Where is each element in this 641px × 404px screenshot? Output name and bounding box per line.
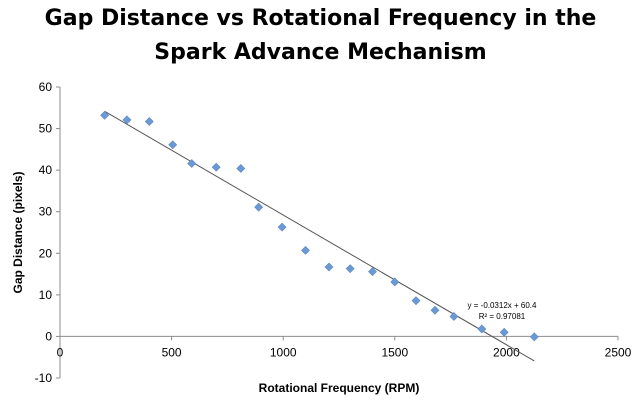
data-point [301, 245, 310, 255]
data-point [211, 162, 221, 172]
data-point [499, 327, 509, 337]
y-tick-label: 30 [39, 205, 53, 219]
data-point [122, 115, 132, 125]
data-point [430, 305, 440, 315]
data-point [187, 159, 197, 168]
y-tick-label: 50 [39, 122, 53, 136]
data-point [168, 140, 178, 150]
data-point [529, 332, 539, 342]
y-axis-title: Gap Distance (pixels) [11, 171, 25, 293]
data-point [449, 312, 459, 321]
y-tick-label: 20 [39, 246, 53, 260]
data-point [324, 262, 334, 272]
data-point [368, 267, 377, 277]
trendline-equation: y = -0.0312x + 60.4 [468, 301, 537, 310]
x-axis-title: Rotational Frequency (RPM) [259, 381, 420, 395]
data-point [277, 222, 287, 232]
data-point [144, 117, 154, 126]
y-tick-label: 0 [45, 329, 52, 343]
chart-title-line-2: Spark Advance Mechanism [154, 40, 487, 65]
x-tick-label: 1000 [270, 345, 297, 359]
data-point [390, 277, 400, 287]
data-point [411, 296, 421, 306]
x-tick-label: 500 [162, 345, 182, 359]
data-point [236, 164, 246, 173]
x-tick-label: 2000 [493, 345, 520, 359]
y-tick-label: 60 [39, 80, 53, 94]
y-tick-label: -10 [35, 371, 53, 385]
x-tick-label: 0 [57, 345, 64, 359]
y-tick-label: 10 [39, 288, 53, 302]
x-tick-label: 2500 [605, 345, 632, 359]
trendline [104, 110, 535, 362]
x-tick-label: 1500 [381, 345, 408, 359]
data-point [477, 324, 487, 334]
y-tick-label: 40 [39, 163, 53, 177]
data-point [254, 202, 264, 212]
data-point [345, 264, 355, 274]
trendline-r-squared: R² = 0.97081 [479, 312, 526, 321]
data-point [100, 110, 110, 120]
chart-title-line-1: Gap Distance vs Rotational Frequency in … [44, 6, 597, 31]
